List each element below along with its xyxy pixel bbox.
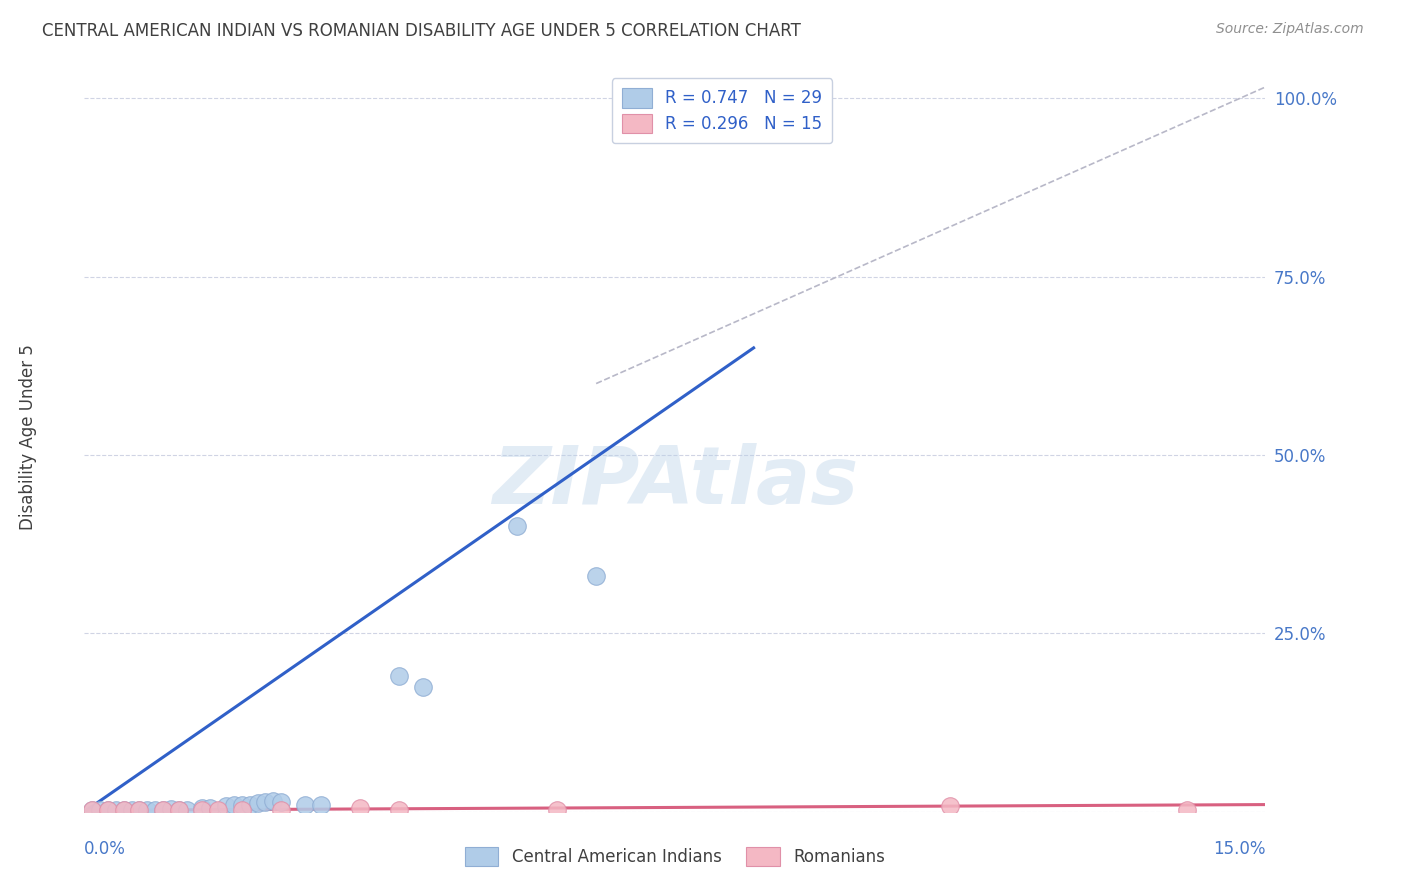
Legend: Central American Indians, Romanians: Central American Indians, Romanians [458, 840, 891, 873]
Point [222, 797, 245, 812]
Point [585, 569, 607, 583]
Point [254, 796, 277, 810]
Point [388, 803, 411, 817]
Point [1175, 803, 1198, 817]
Point [239, 797, 262, 812]
Text: Disability Age Under 5: Disability Age Under 5 [18, 344, 37, 530]
Point [200, 801, 222, 815]
Point [152, 803, 174, 817]
Point [136, 803, 159, 817]
Point [349, 801, 371, 815]
Text: ZIPAtlas: ZIPAtlas [492, 443, 858, 521]
Point [546, 803, 568, 817]
Point [270, 796, 292, 810]
Point [167, 803, 190, 817]
Point [207, 803, 229, 817]
Point [294, 797, 316, 812]
Point [176, 803, 198, 817]
Point [231, 797, 253, 812]
Point [97, 803, 120, 817]
Point [112, 803, 135, 817]
Point [143, 803, 166, 817]
Point [191, 801, 214, 815]
Point [270, 803, 292, 817]
Point [112, 803, 135, 817]
Point [191, 803, 214, 817]
Point [215, 799, 238, 814]
Point [167, 803, 190, 817]
Point [262, 794, 284, 808]
Point [160, 802, 183, 816]
Text: CENTRAL AMERICAN INDIAN VS ROMANIAN DISABILITY AGE UNDER 5 CORRELATION CHART: CENTRAL AMERICAN INDIAN VS ROMANIAN DISA… [42, 22, 801, 40]
Point [939, 799, 962, 814]
Point [82, 803, 104, 817]
Point [82, 803, 104, 817]
Point [388, 669, 411, 683]
Point [97, 803, 120, 817]
Text: 15.0%: 15.0% [1213, 840, 1265, 858]
Text: Source: ZipAtlas.com: Source: ZipAtlas.com [1216, 22, 1364, 37]
Point [412, 680, 434, 694]
Point [506, 519, 529, 533]
Text: 0.0%: 0.0% [84, 840, 127, 858]
Point [128, 803, 150, 817]
Point [121, 803, 143, 817]
Point [89, 803, 111, 817]
Point [231, 803, 253, 817]
Legend: R = 0.747   N = 29, R = 0.296   N = 15: R = 0.747 N = 29, R = 0.296 N = 15 [612, 78, 832, 144]
Point [246, 796, 269, 810]
Point [309, 797, 332, 812]
Point [152, 803, 174, 817]
Point [128, 803, 150, 817]
Point [104, 803, 127, 817]
